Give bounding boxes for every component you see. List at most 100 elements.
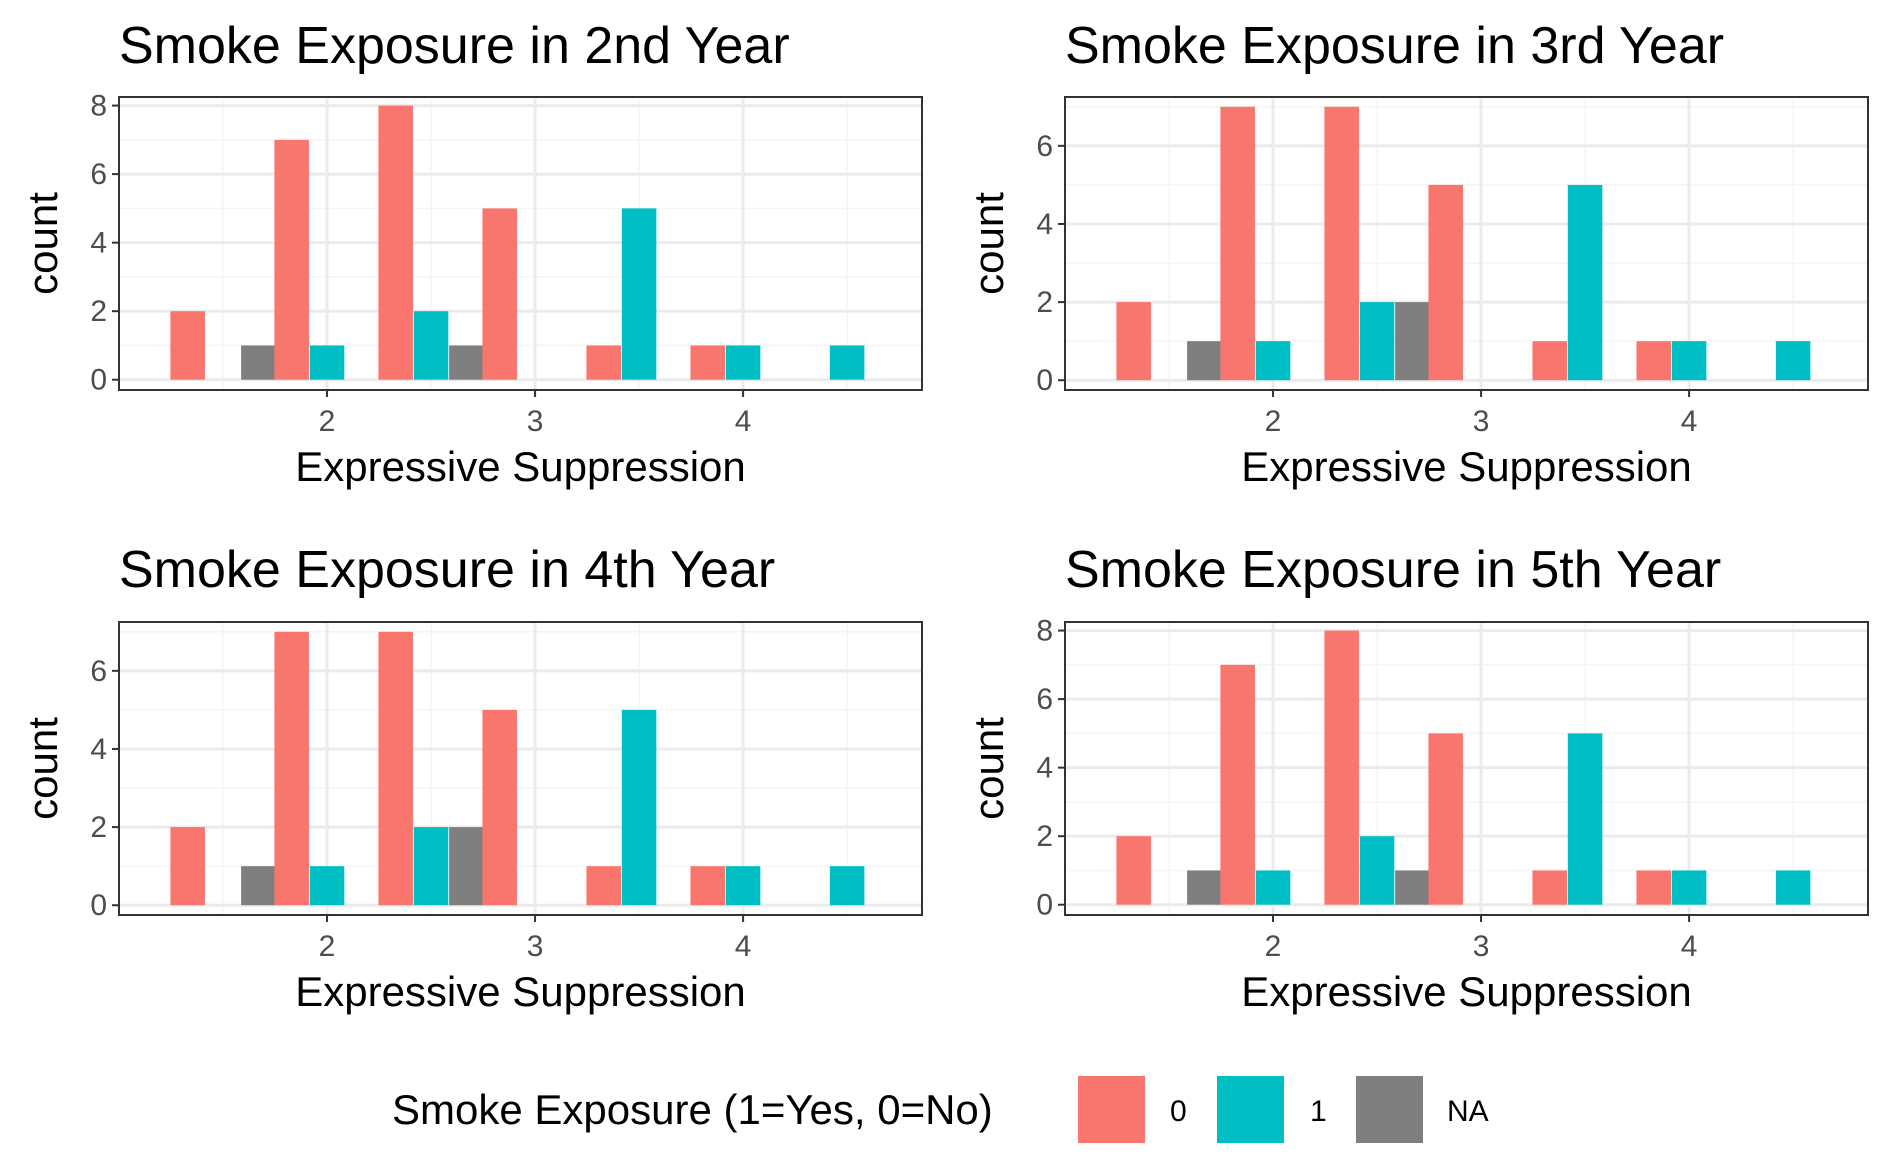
bar-0: [378, 631, 413, 906]
chart-panel-2: 0 2 4 6 2 3 4 Smoke Exposure in 3rd Year Express…: [965, 17, 1869, 490]
x-axis-title: Expressive Suppression: [295, 443, 746, 490]
bar-1: [829, 345, 865, 380]
bar-1: [1359, 836, 1395, 905]
bar-1: [1775, 341, 1811, 381]
y-tick-label: 0: [90, 364, 107, 397]
bar-NA: [1187, 341, 1222, 381]
y-tick-label: 2: [1036, 820, 1053, 853]
bar-1: [725, 345, 761, 380]
legend-key-NA: [1356, 1076, 1423, 1143]
y-axis-title: count: [19, 192, 66, 295]
bar-0: [1532, 341, 1567, 381]
bar-1: [309, 866, 345, 906]
bar-0: [274, 139, 309, 380]
y-tick-label: 2: [90, 811, 107, 844]
bar-0: [586, 866, 621, 906]
legend-key-0: [1078, 1076, 1145, 1143]
panel-title: Smoke Exposure in 5th Year: [1065, 541, 1721, 599]
panel-border: [118, 621, 923, 916]
x-tick-label: 2: [319, 405, 336, 438]
x-axis-title: Expressive Suppression: [295, 968, 746, 1015]
y-tick-label: 0: [1036, 889, 1053, 922]
legend-title: Smoke Exposure (1=Yes, 0=No): [392, 1086, 993, 1133]
y-tick-label: 0: [1036, 364, 1053, 397]
y-tick-label: 6: [90, 655, 107, 688]
bar-1: [621, 208, 657, 380]
bar-0: [1116, 836, 1151, 905]
y-axis-title: count: [965, 192, 1012, 295]
bar-NA: [1395, 870, 1430, 905]
bar-1: [1255, 341, 1291, 381]
legend-label-0: 0: [1170, 1095, 1187, 1128]
x-tick-label: 3: [1473, 930, 1490, 963]
bar-0: [690, 345, 725, 380]
bar-0: [482, 709, 517, 906]
bar-1: [413, 311, 449, 380]
x-axis-title: Expressive Suppression: [1241, 443, 1692, 490]
bar-1: [829, 866, 865, 906]
panel-title: Smoke Exposure in 3rd Year: [1065, 17, 1724, 75]
bar-1: [1359, 302, 1395, 381]
y-tick-label: 4: [1036, 208, 1053, 241]
y-axis-title: count: [965, 717, 1012, 820]
bar-1: [1567, 733, 1603, 905]
bar-NA: [241, 345, 276, 380]
x-tick-label: 4: [735, 405, 752, 438]
x-tick-label: 3: [527, 405, 544, 438]
y-tick-label: 0: [90, 889, 107, 922]
bar-NA: [449, 345, 484, 380]
x-tick-label: 2: [319, 930, 336, 963]
y-tick-label: 6: [1036, 130, 1053, 163]
x-tick-label: 4: [735, 930, 752, 963]
chart-panel-1: 0 2 4 6 8 2 3 4 Smoke Exposure in 2nd Year Expres…: [19, 17, 923, 490]
bar-0: [274, 631, 309, 906]
bar-0: [1428, 733, 1463, 905]
bar-1: [1567, 184, 1603, 381]
bar-1: [725, 866, 761, 906]
bar-0: [586, 345, 621, 380]
y-tick-label: 6: [1036, 683, 1053, 716]
bar-1: [1255, 870, 1291, 905]
legend-key-1: [1217, 1076, 1284, 1143]
bar-0: [1532, 870, 1567, 905]
y-axis-title: count: [19, 717, 66, 820]
bar-0: [170, 827, 205, 906]
panel-title: Smoke Exposure in 2nd Year: [119, 17, 790, 75]
bar-NA: [1395, 302, 1430, 381]
panel-title: Smoke Exposure in 4th Year: [119, 541, 775, 599]
x-tick-label: 4: [1681, 930, 1698, 963]
bar-0: [1220, 664, 1255, 905]
bar-0: [1220, 106, 1255, 381]
chart-panel-3: 0 2 4 6 2 3 4 Smoke Exposure in 4th Year Express…: [19, 541, 923, 1015]
panel-border: [1064, 96, 1869, 391]
x-axis-title: Expressive Suppression: [1241, 968, 1692, 1015]
bar-1: [413, 827, 449, 906]
bar-0: [482, 208, 517, 380]
x-tick-label: 2: [1265, 405, 1282, 438]
bar-1: [1671, 341, 1707, 381]
y-tick-label: 6: [90, 158, 107, 191]
bar-0: [1636, 341, 1671, 381]
bar-0: [1636, 870, 1671, 905]
legend: Smoke Exposure (1=Yes, 0=No) 0 1 NA: [392, 1076, 1489, 1143]
y-tick-label: 4: [90, 227, 107, 260]
bar-1: [1671, 870, 1707, 905]
x-tick-label: 4: [1681, 405, 1698, 438]
y-tick-label: 4: [90, 733, 107, 766]
x-tick-label: 3: [527, 930, 544, 963]
y-tick-label: 8: [1036, 615, 1053, 648]
chart-panel-4: 0 2 4 6 8 2 3 4 Smoke Exposure in 5th Year Expres…: [965, 541, 1869, 1015]
y-tick-label: 2: [1036, 286, 1053, 319]
bar-NA: [449, 827, 484, 906]
y-tick-label: 2: [90, 295, 107, 328]
bar-0: [690, 866, 725, 906]
legend-label-1: 1: [1310, 1095, 1327, 1128]
bar-NA: [241, 866, 276, 906]
bar-1: [1775, 870, 1811, 905]
y-tick-label: 4: [1036, 752, 1053, 785]
bar-0: [1324, 630, 1359, 905]
bar-0: [378, 105, 413, 380]
bar-0: [1324, 106, 1359, 381]
